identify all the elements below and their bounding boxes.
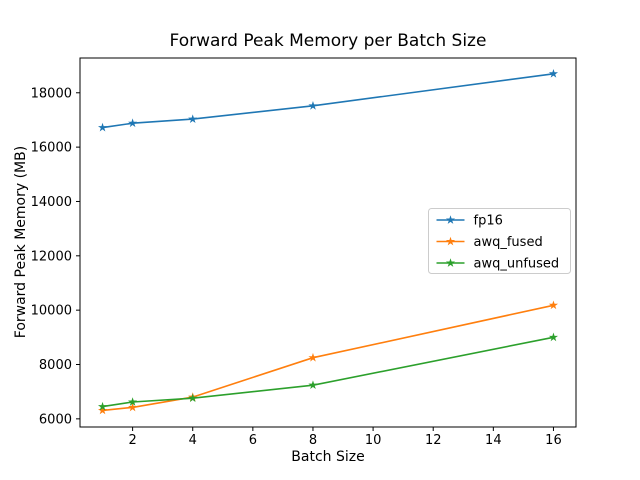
x-tick-label: 6 (249, 433, 257, 448)
series-line-awq_unfused (101, 336, 555, 408)
data-point-marker (128, 118, 138, 128)
x-tick-label: 16 (545, 433, 562, 448)
x-tick-label: 2 (128, 433, 136, 448)
data-point-marker (97, 401, 108, 411)
legend-marker-sample (445, 215, 456, 224)
legend-marker-sample (445, 236, 456, 246)
chart-title: Forward Peak Memory per Batch Size (169, 31, 487, 51)
legend-marker-sample (445, 258, 456, 267)
x-tick-label: 10 (365, 433, 382, 448)
data-point-marker (548, 300, 559, 310)
series-line-awq_fused (101, 304, 555, 412)
y-tick-label: 6000 (39, 412, 72, 427)
data-point-marker (188, 114, 198, 124)
axes-spines (79, 57, 577, 428)
x-tick-label: 12 (425, 433, 442, 448)
legend-label-awq_fused: awq_fused (474, 235, 543, 250)
data-point-marker (308, 352, 318, 362)
legend-label-awq_unfused: awq_unfused (474, 257, 560, 272)
data-point-marker (548, 332, 559, 342)
y-tick-label: 16000 (31, 141, 72, 156)
y-tick-label: 14000 (31, 195, 72, 210)
legend-label-fp16: fp16 (474, 214, 503, 229)
data-point-marker (188, 393, 198, 403)
data-point-marker (308, 380, 318, 390)
legend-box (428, 208, 571, 274)
x-tick-label: 8 (309, 433, 317, 448)
data-point-marker (128, 397, 138, 406)
data-point-marker (97, 122, 108, 132)
x-tick-label: 14 (485, 433, 502, 448)
data-point-marker (548, 68, 559, 78)
y-tick-label: 12000 (31, 249, 72, 264)
x-tick-label: 4 (189, 433, 197, 448)
y-tick-label: 18000 (31, 86, 72, 101)
y-tick-label: 8000 (39, 358, 72, 373)
data-point-marker (308, 101, 318, 110)
data-point-marker (128, 402, 138, 412)
y-tick-label: 10000 (31, 304, 72, 319)
x-axis-label: Batch Size (291, 449, 365, 465)
data-point-marker (97, 405, 108, 415)
series-line-fp16 (101, 73, 555, 129)
y-axis-label: Forward Peak Memory (MB) (13, 145, 29, 339)
